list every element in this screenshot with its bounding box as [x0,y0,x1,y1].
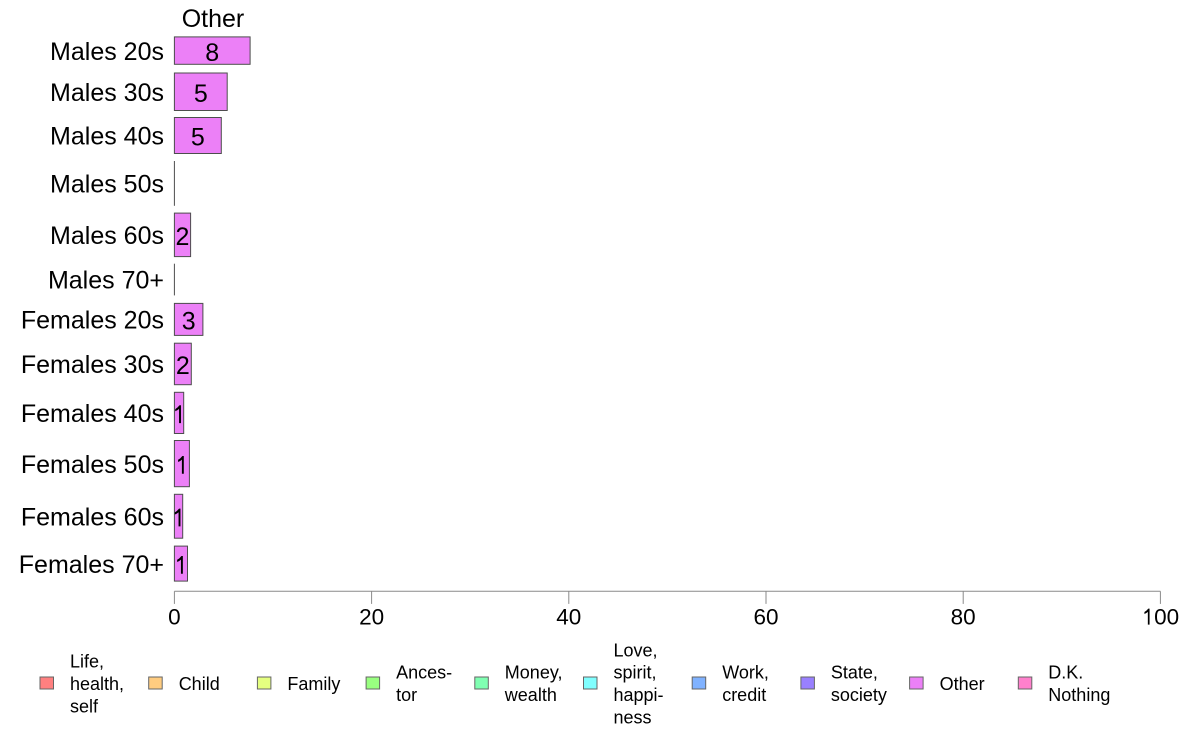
svg-text:Other: Other [182,5,245,33]
svg-text:Males 70+: Males 70+ [48,267,164,295]
svg-text:D.K.: D.K. [1048,663,1083,683]
svg-text:society: society [831,685,887,705]
svg-text:Males 20s: Males 20s [50,38,164,66]
svg-text:Love,: Love, [614,640,658,660]
svg-text:wealth: wealth [504,685,557,705]
svg-text:Females 30s: Females 30s [21,351,164,379]
svg-text:2: 2 [176,223,190,251]
svg-text:60: 60 [753,605,778,630]
svg-text:40: 40 [556,605,581,630]
svg-text:5: 5 [191,124,205,152]
svg-text:Family: Family [287,674,340,694]
svg-text:Males 30s: Males 30s [50,79,164,107]
svg-text:Females 40s: Females 40s [21,400,164,428]
svg-text:credit: credit [722,685,766,705]
svg-text:Nothing: Nothing [1048,685,1110,705]
svg-text:Males 50s: Males 50s [50,171,164,199]
svg-text:0: 0 [168,605,181,630]
svg-text:8: 8 [205,39,219,67]
svg-text:Females 70+: Females 70+ [19,551,164,579]
svg-text:00: 00 [1154,605,1179,630]
svg-text:ness: ness [614,707,652,727]
svg-text:Money,: Money, [505,663,563,683]
svg-text:2: 2 [176,352,190,380]
svg-text:Females 20s: Females 20s [21,307,164,335]
svg-text:spirit,: spirit, [614,663,657,683]
svg-text:Other: Other [940,674,985,694]
svg-text:Life,: Life, [70,651,104,671]
svg-text:self: self [70,696,99,716]
svg-text:happi-: happi- [614,685,664,705]
svg-text:Males 60s: Males 60s [50,222,164,250]
svg-text:Females 60s: Females 60s [21,503,164,531]
svg-text:Females 50s: Females 50s [21,451,164,479]
svg-text:80: 80 [951,605,976,630]
svg-text:health,: health, [70,674,124,694]
svg-text:Child: Child [179,674,220,694]
svg-text:tor: tor [396,685,417,705]
svg-text:5: 5 [194,80,208,108]
svg-text:20: 20 [359,605,384,630]
svg-text:Ances-: Ances- [396,663,452,683]
svg-text:Males 40s: Males 40s [50,123,164,151]
svg-text:State,: State, [831,663,878,683]
svg-text:3: 3 [182,308,196,336]
svg-text:Work,: Work, [722,663,769,683]
